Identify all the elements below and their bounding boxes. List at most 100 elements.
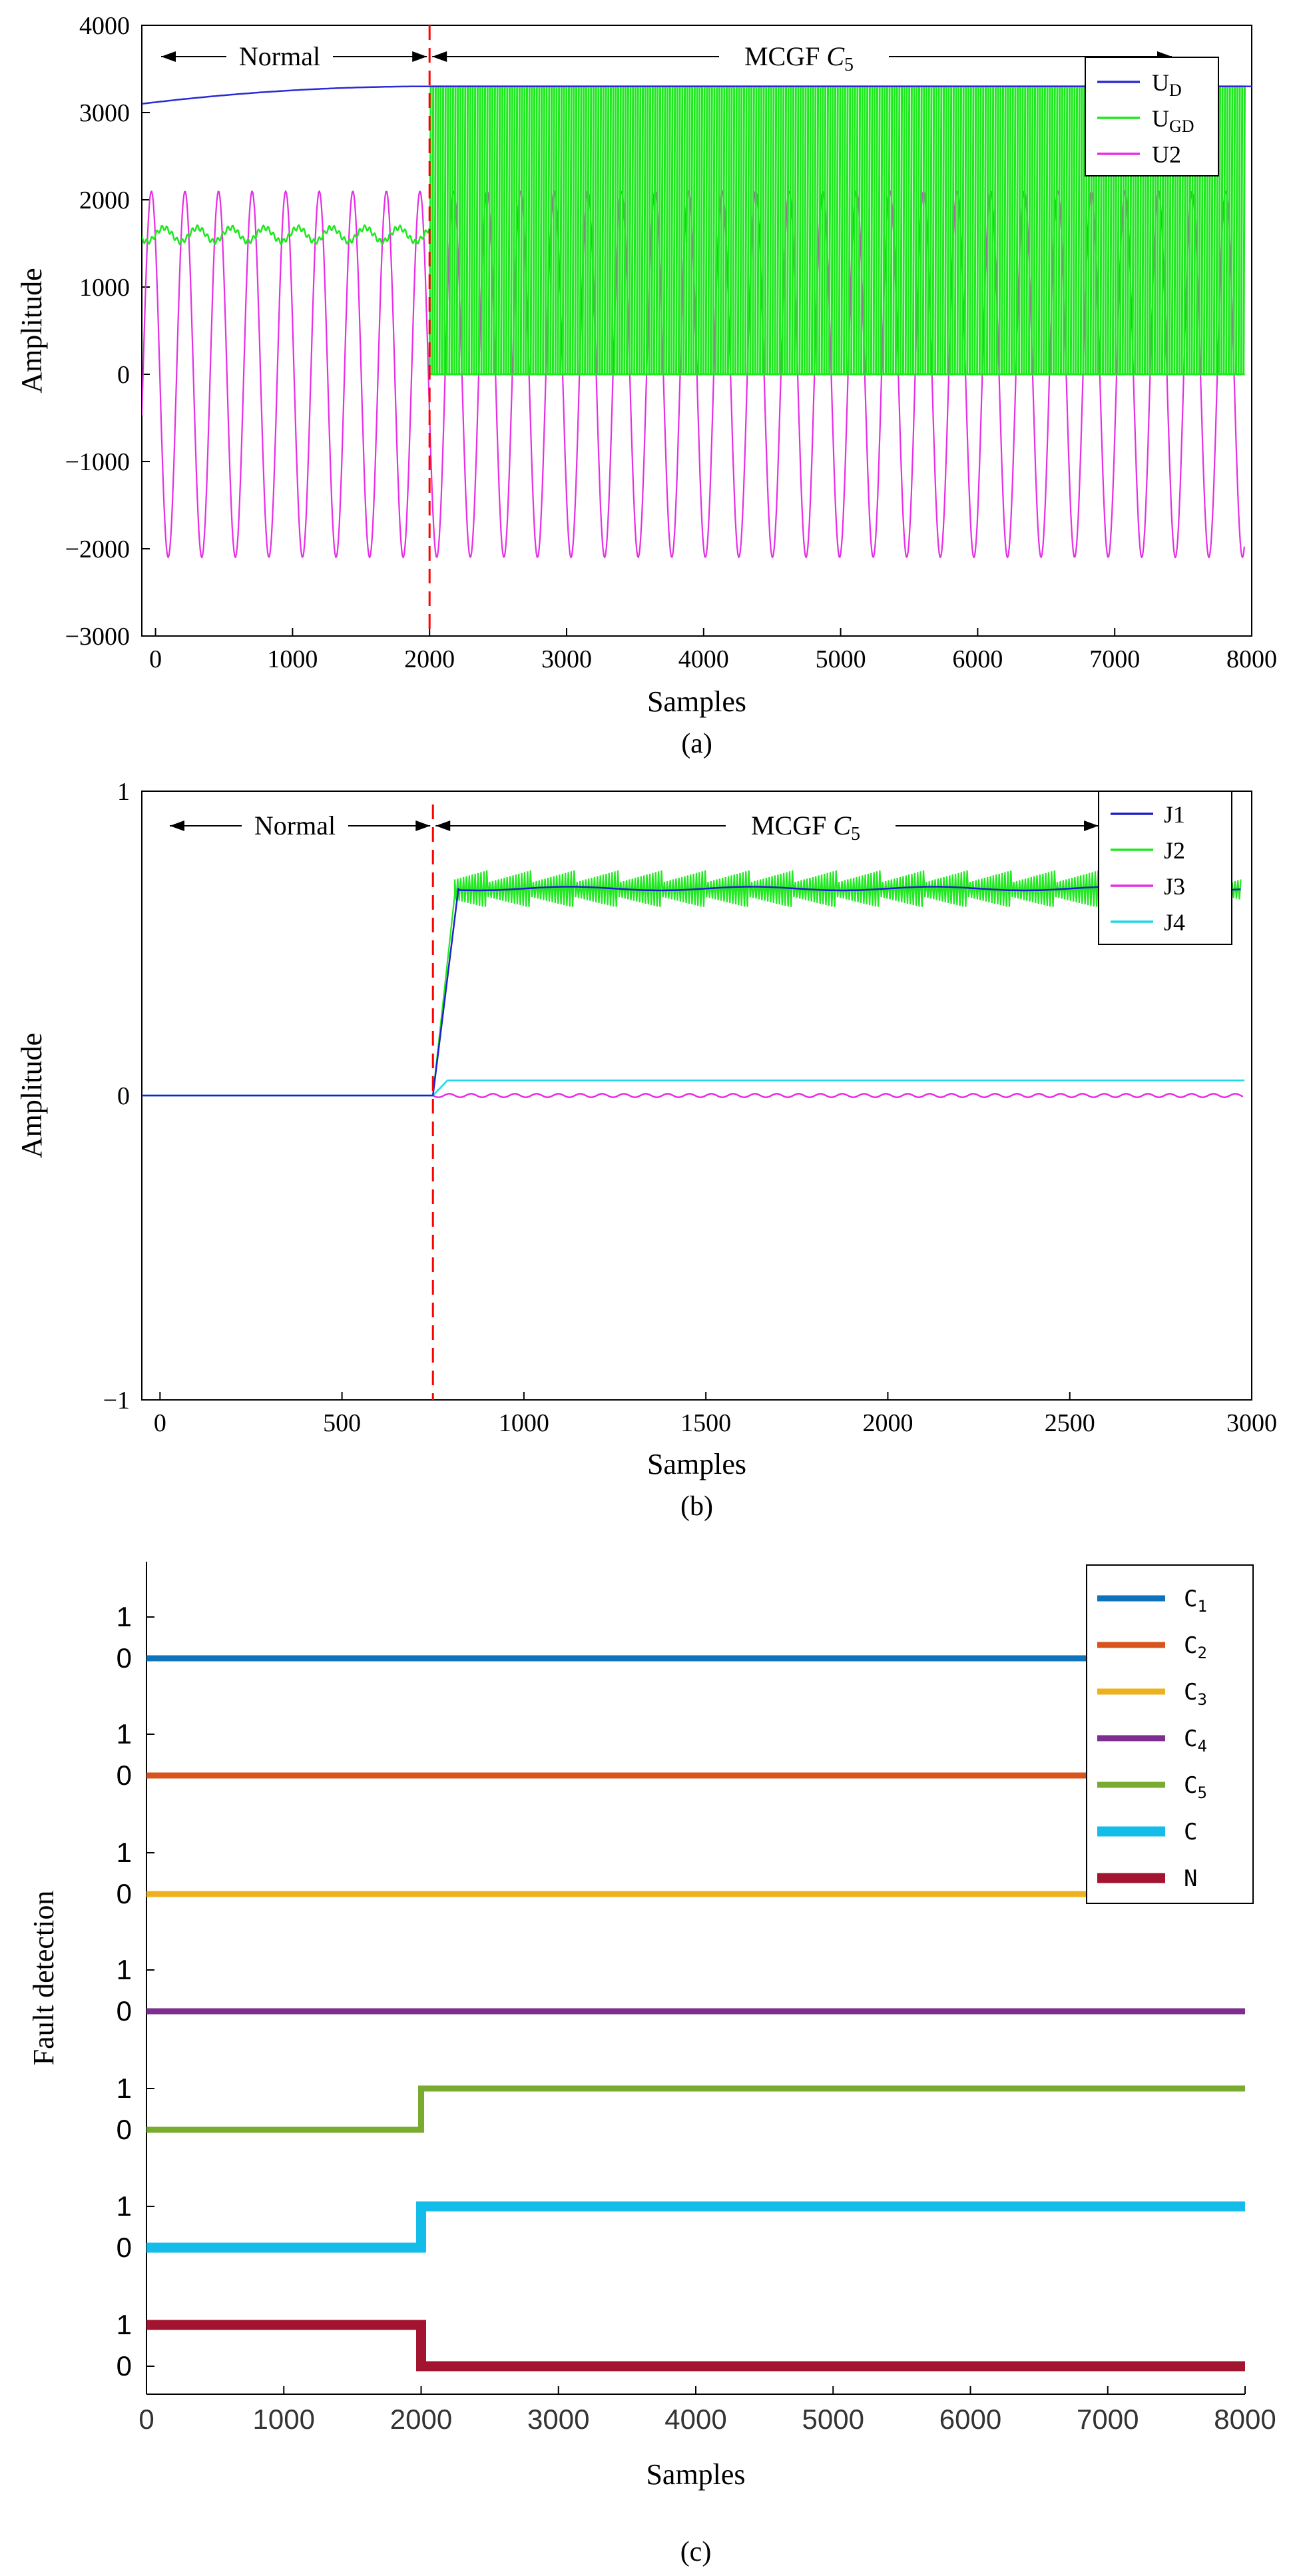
y-tick-label-a-1: −2000: [65, 535, 130, 563]
legend-a: UD UGD U2: [1085, 57, 1219, 176]
normal-annotation: Normal: [161, 41, 427, 71]
x-axis-label-c: Samples: [646, 2458, 745, 2491]
x-tick-label-a-2: 2000: [404, 645, 455, 673]
y-tick-label-a-0: −3000: [65, 623, 130, 651]
x-tick-label-a-3: 3000: [541, 645, 592, 673]
legend-label-b-1: J2: [1164, 837, 1185, 864]
panel-label-a: (a): [681, 729, 712, 759]
chart-b: 0 500 1000 1500 2000 2500 3000 −1 0 1 Samples Ampli…: [15, 778, 1277, 1522]
plot-area-a: [141, 25, 1252, 637]
x-tick-label-b-5: 2500: [1045, 1409, 1095, 1437]
series-ugd-normal-line: [142, 224, 431, 245]
y-axis-label-b: Amplitude: [15, 1033, 48, 1158]
series-c-line: [146, 2201, 1245, 2253]
x-tick-label-c-1: 1000: [253, 2404, 315, 2435]
x-tick-label-c-2: 2000: [390, 2404, 452, 2435]
x-tick-label-b-3: 1500: [680, 1409, 731, 1437]
legend-c: C1 C2 C3 C4 C5 CN: [1086, 1564, 1254, 1904]
x-tick-label-a-4: 4000: [678, 645, 729, 673]
series-j4-line: [142, 1079, 1245, 1097]
chart-c: 0 1000 2000 3000 4000 5000 6000 7000 80001010101…: [27, 1562, 1276, 2567]
x-tick-label-a-8: 8000: [1226, 645, 1277, 673]
legend-box-b: [1098, 791, 1232, 945]
legend-label-b-2: J3: [1164, 873, 1185, 900]
row-tick-label-0-c-2: 0: [117, 1878, 132, 1909]
normal-annotation: Normal: [170, 810, 431, 840]
series-j3-line: [142, 1093, 1244, 1098]
legend-label-c-3: C4: [1184, 1726, 1207, 1756]
x-tick-label-b-2: 1000: [499, 1409, 549, 1437]
fault-annotation: MCGF C5: [432, 41, 1172, 75]
x-tick-label-a-7: 7000: [1089, 645, 1140, 673]
legend-label-a-2: U2: [1152, 141, 1181, 168]
row-tick-label-1-c-4: 1: [117, 2073, 132, 2104]
legend-box-c: [1086, 1564, 1254, 1904]
x-tick-label-b-4: 2000: [862, 1409, 913, 1437]
fault-arrow-left-head: [432, 51, 447, 62]
normal-label: Normal: [239, 41, 320, 71]
row-tick-label-1-c-6: 1: [117, 2309, 132, 2340]
normal-label: Normal: [254, 810, 336, 840]
x-tick-label-b-0: 0: [154, 1409, 166, 1437]
x-axis-label-b: Samples: [647, 1448, 746, 1480]
legend-label-c-2: C3: [1184, 1679, 1207, 1709]
x-tick-label-c-6: 6000: [939, 2404, 1001, 2435]
y-tick-label-a-2: −1000: [65, 448, 130, 476]
row-tick-label-1-c-1: 1: [117, 1718, 132, 1750]
row-tick-label-1-c-3: 1: [117, 1954, 132, 1985]
x-tick-label-a-5: 5000: [816, 645, 866, 673]
series-c5-line: [146, 2085, 1245, 2133]
panel-label-c: (c): [680, 2537, 712, 2567]
legend-label-c-0: C1: [1184, 1586, 1207, 1616]
row-tick-label-0-c-0: 0: [117, 1642, 132, 1674]
y-axis-label-c: Fault detection: [27, 1891, 60, 2066]
legend-label-a-1: UGD: [1152, 105, 1194, 136]
x-tick-label-a-6: 6000: [952, 645, 1003, 673]
row-tick-label-0-c-3: 0: [117, 1995, 132, 2027]
row-tick-label-0-c-1: 0: [117, 1760, 132, 1791]
normal-arrow-left-head: [170, 820, 184, 831]
x-tick-label-c-4: 4000: [664, 2404, 726, 2435]
normal-arrow-right-head: [412, 51, 427, 62]
row-tick-label-0-c-4: 0: [117, 2114, 132, 2145]
x-axis-label-a: Samples: [647, 685, 746, 718]
y-tick-label-a-6: 3000: [79, 99, 130, 127]
x-tick-label-c-3: 3000: [527, 2404, 589, 2435]
legend-label-c-4: C5: [1184, 1772, 1207, 1802]
fault-arrow-left-head: [435, 820, 451, 831]
x-tick-label-c-8: 8000: [1214, 2404, 1276, 2435]
y-tick-label-a-4: 1000: [79, 274, 130, 302]
legend-label-a-0: UD: [1152, 69, 1182, 100]
legend-box-a: [1085, 57, 1219, 176]
normal-arrow-left-head: [161, 51, 176, 62]
panel-label-b: (b): [680, 1491, 713, 1522]
x-tick-label-c-7: 7000: [1077, 2404, 1139, 2435]
series-n-line: [146, 2320, 1245, 2372]
x-tick-label-c-0: 0: [138, 2404, 154, 2435]
fault-annotation: MCGF C5: [435, 810, 1099, 844]
y-tick-label-a-5: 2000: [79, 186, 130, 214]
legend-b: J1 J2 J3 J4: [1098, 791, 1232, 945]
row-tick-label-1-c-5: 1: [117, 2190, 132, 2222]
row-tick-label-1-c-2: 1: [117, 1837, 132, 1868]
y-tick-label-a-3: 0: [117, 361, 130, 389]
fault-label: MCGF C5: [744, 41, 854, 75]
x-tick-label-b-1: 500: [323, 1409, 361, 1437]
x-tick-label-a-0: 0: [149, 645, 162, 673]
series-j1-line: [142, 886, 1241, 1097]
row-tick-label-0-c-5: 0: [117, 2232, 132, 2263]
y-tick-label-b-2: 1: [117, 778, 130, 806]
fault-arrow-right-head: [1084, 820, 1099, 831]
y-tick-label-a-7: 4000: [79, 12, 130, 40]
series-ud-line: [142, 85, 1252, 105]
y-tick-label-b-1: 0: [117, 1082, 130, 1110]
legend-label-c-5: C: [1184, 1819, 1197, 1845]
legend-label-b-3: J4: [1164, 909, 1185, 936]
legend-label-b-0: J1: [1164, 801, 1185, 828]
fault-label: MCGF C5: [751, 810, 860, 844]
row-tick-label-1-c-0: 1: [117, 1601, 132, 1632]
x-tick-label-a-1: 1000: [267, 645, 318, 673]
legend-label-c-6: N: [1184, 1865, 1197, 1892]
normal-arrow-right-head: [415, 820, 431, 831]
